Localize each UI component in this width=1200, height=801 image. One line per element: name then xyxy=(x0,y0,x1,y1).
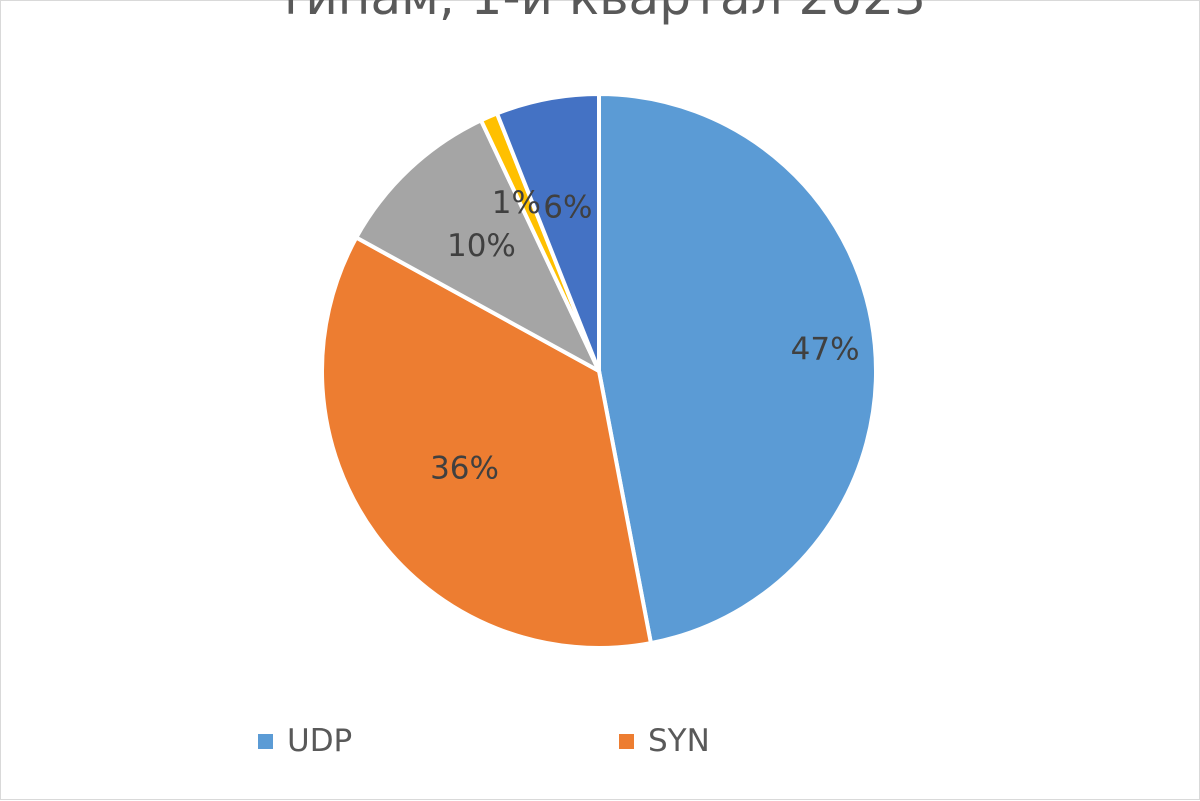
legend-swatch-syn xyxy=(619,733,634,749)
legend-item-udp: UDP xyxy=(258,723,352,759)
data-label-segment-4: 1% xyxy=(492,185,541,221)
pie-slice-udp xyxy=(597,92,878,646)
pie-slice-syn xyxy=(320,235,653,650)
pie-data-labels: 47% 36% 10% 1% 6% xyxy=(430,185,859,486)
pie-slice-segment-5 xyxy=(495,92,601,373)
legend-label-syn: SYN xyxy=(648,723,710,759)
data-label-syn: 36% xyxy=(430,451,499,487)
data-label-segment-5: 6% xyxy=(543,190,592,226)
legend-swatch-udp xyxy=(258,733,273,749)
legend: UDP SYN xyxy=(1,723,1200,773)
data-label-udp: 47% xyxy=(791,332,860,368)
pie-slice-segment-3 xyxy=(354,118,601,373)
legend-label-udp: UDP xyxy=(287,723,353,759)
pie-slices xyxy=(320,92,878,650)
chart-title: типам, 1-й квартал 2023 xyxy=(1,0,1200,27)
legend-item-syn: SYN xyxy=(619,723,710,759)
data-label-segment-3: 10% xyxy=(447,228,516,264)
